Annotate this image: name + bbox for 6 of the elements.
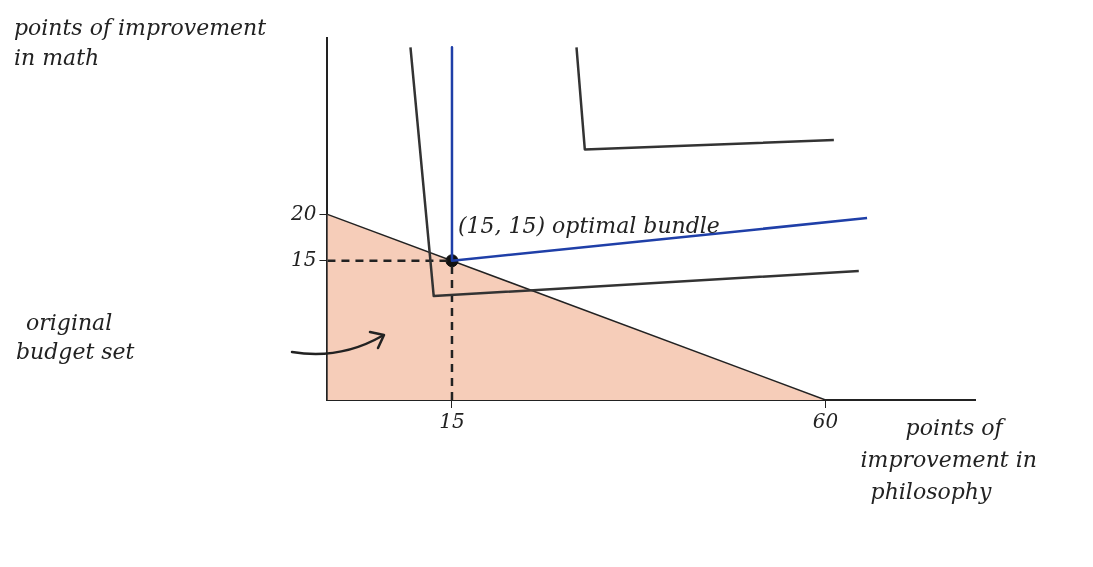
y-axis-title: points of improvement in math xyxy=(14,14,267,70)
y-tick-label: 20 xyxy=(290,200,317,225)
text: original budget set xyxy=(16,309,135,364)
x-axis-title: points of improvement in philosophy xyxy=(860,414,1037,504)
x-tick-label: 60 xyxy=(812,409,839,434)
annotation: (15, 15) optimal bundle xyxy=(457,213,720,239)
